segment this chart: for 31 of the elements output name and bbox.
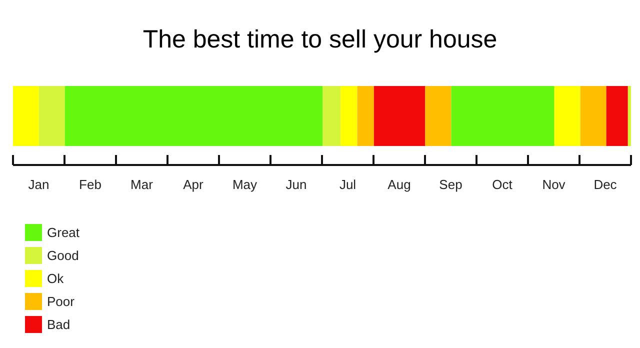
- chart-title: The best time to sell your house: [142, 26, 498, 54]
- bar: [451, 86, 554, 146]
- legend-label: Bad: [47, 317, 70, 332]
- text: Mar: [130, 177, 153, 192]
- bar: [38, 86, 65, 146]
- bar: [606, 86, 628, 146]
- bar: [374, 86, 426, 146]
- text: Nov: [542, 177, 566, 192]
- bar: [13, 86, 39, 146]
- bar: [628, 86, 631, 146]
- legend-label: Ok: [47, 271, 64, 286]
- bar: [322, 86, 341, 146]
- bar: [554, 86, 580, 146]
- text: Jul: [339, 177, 356, 192]
- legend-label: Great: [47, 225, 80, 240]
- text: Jun: [286, 177, 307, 192]
- legend-label: Poor: [47, 294, 76, 309]
- bar: [425, 86, 452, 146]
- text: Aug: [388, 177, 411, 192]
- text: Feb: [79, 177, 102, 192]
- text: Sep: [439, 177, 462, 192]
- text: Dec: [594, 177, 617, 192]
- bar: [580, 86, 606, 146]
- text: Oct: [492, 177, 512, 192]
- bar: [64, 86, 323, 146]
- bar: [340, 86, 358, 146]
- text: Apr: [183, 177, 204, 192]
- legend-label: Good: [47, 248, 79, 263]
- text: Jan: [28, 177, 50, 192]
- text: May: [232, 177, 258, 192]
- bar: [357, 86, 374, 146]
